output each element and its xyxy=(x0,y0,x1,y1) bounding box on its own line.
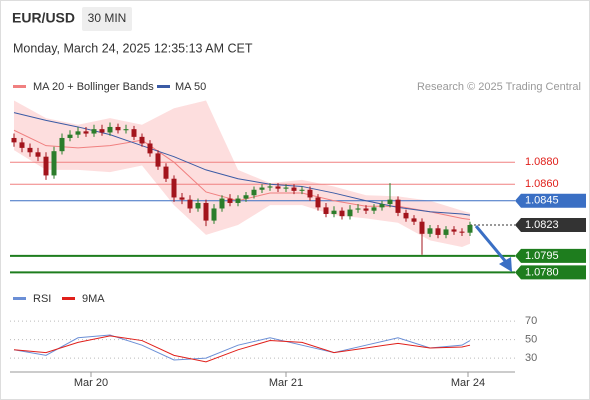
candle-body xyxy=(67,134,73,138)
candle-body xyxy=(43,156,49,176)
candle-body xyxy=(27,147,33,153)
candle-body xyxy=(179,197,185,200)
y-tick-label: 30 xyxy=(525,352,537,364)
rsi-line xyxy=(13,334,471,361)
timestamp: Monday, March 24, 2025 12:35:13 AM CET xyxy=(13,41,253,55)
candle-body xyxy=(163,166,169,179)
candle-body xyxy=(451,229,457,232)
candle-body xyxy=(115,126,121,131)
candle-body xyxy=(443,229,449,235)
candle-body xyxy=(411,218,417,222)
candle-body xyxy=(211,208,217,221)
candle-body xyxy=(19,142,25,148)
candle-body xyxy=(299,189,305,191)
candle-body xyxy=(435,228,441,235)
candle-body xyxy=(243,195,249,199)
candle-body xyxy=(395,199,401,213)
candle-body xyxy=(91,129,97,134)
candle-body xyxy=(323,207,329,214)
arrow-shaft xyxy=(474,225,508,263)
candle-body xyxy=(155,153,161,167)
candle-body xyxy=(355,208,361,210)
x-tick-label: Mar 21 xyxy=(269,377,303,389)
level-label: 1.0845 xyxy=(525,195,559,207)
candle-body xyxy=(363,208,369,211)
candle-body xyxy=(131,129,137,137)
candle-body xyxy=(419,221,425,234)
legend-label: MA 50 xyxy=(175,81,206,93)
level-label: 1.0823 xyxy=(525,219,559,231)
candle-body xyxy=(187,199,193,209)
candle-body xyxy=(107,126,113,133)
candle-body xyxy=(307,189,313,198)
candle-body xyxy=(83,131,89,134)
x-tick-label: Mar 20 xyxy=(74,377,108,389)
candle-body xyxy=(171,178,177,198)
candle-body xyxy=(219,198,225,209)
legend-swatch xyxy=(13,85,26,88)
legend-swatch xyxy=(157,85,170,88)
candle-body xyxy=(195,202,201,209)
candle-body xyxy=(75,131,81,135)
x-tick-label: Mar 24 xyxy=(451,377,485,389)
candle-body xyxy=(331,210,337,214)
bollinger-band xyxy=(14,100,470,248)
legend-label: RSI xyxy=(33,293,51,305)
candle-body xyxy=(427,228,433,234)
candle-body xyxy=(123,129,129,131)
level-tag xyxy=(515,248,586,263)
level-tag xyxy=(515,193,586,208)
candle-body xyxy=(35,152,41,157)
interval-box[interactable] xyxy=(82,7,132,31)
candle-body xyxy=(139,136,145,144)
candle-body xyxy=(259,187,265,190)
y-tick-label: 70 xyxy=(525,315,537,327)
source: Research © 2025 Trading Central xyxy=(417,81,581,93)
candle-body xyxy=(467,225,473,233)
candle-body xyxy=(203,202,209,221)
level-tag xyxy=(515,218,586,232)
candle-body xyxy=(315,197,321,208)
legend-swatch xyxy=(13,297,26,300)
candle-body xyxy=(59,137,65,152)
candle-body xyxy=(291,187,297,191)
rsi-line xyxy=(13,335,471,363)
candle-body xyxy=(51,151,57,176)
y-tick-label: 50 xyxy=(525,334,537,346)
arrow-head xyxy=(499,257,512,272)
candle-body xyxy=(235,198,241,203)
interval[interactable]: 30 MIN xyxy=(88,11,127,25)
level-label: 1.0880 xyxy=(525,156,559,168)
candle-body xyxy=(251,189,257,196)
level-label: 1.0860 xyxy=(525,178,559,190)
level-label: 1.0780 xyxy=(525,266,559,278)
candle-body xyxy=(387,199,393,205)
candle-body xyxy=(275,186,281,189)
level-label: 1.0795 xyxy=(525,250,559,262)
candle-body xyxy=(347,209,353,217)
legend-label: MA 20 + Bollinger Bands xyxy=(33,81,154,93)
legend-swatch xyxy=(62,297,75,300)
candle-body xyxy=(379,204,385,208)
symbol: EUR/USD xyxy=(12,10,75,26)
candle-body xyxy=(147,143,153,154)
candle-body xyxy=(11,137,17,143)
candle-body xyxy=(283,187,289,189)
candle-body xyxy=(339,210,345,217)
candle-body xyxy=(403,212,409,219)
level-tag xyxy=(515,265,586,280)
candle-body xyxy=(371,207,377,211)
candle-body xyxy=(227,198,233,203)
candle-body xyxy=(99,129,105,133)
legend-label: 9MA xyxy=(82,293,105,305)
candle-body xyxy=(267,186,273,188)
candle-body xyxy=(459,231,465,233)
